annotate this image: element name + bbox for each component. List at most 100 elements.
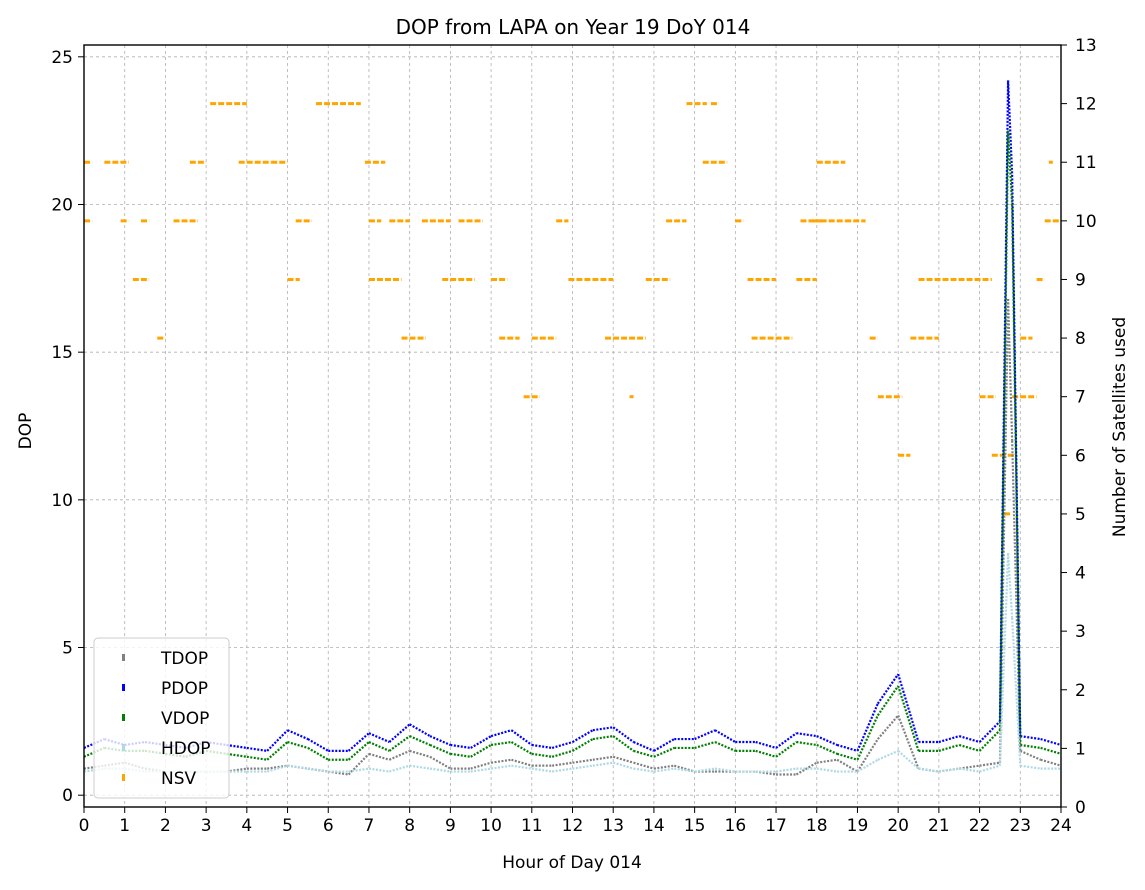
x-tick-label: 20: [887, 816, 909, 836]
hdop-point: [714, 767, 736, 773]
vdop-point: [897, 685, 920, 752]
pdop-legend-marker: [122, 684, 125, 691]
x-tick-label: 24: [1050, 816, 1072, 836]
pdop-point: [307, 738, 329, 752]
x-tick-label: 23: [1009, 816, 1031, 836]
y2-tick-label: 3: [1075, 622, 1086, 642]
grid: [83, 45, 1062, 807]
hdop-point: [979, 764, 1001, 773]
vdop-point: [836, 752, 858, 761]
hdop-legend-label: HDOP: [161, 739, 211, 759]
y-tick-label: 20: [51, 195, 73, 215]
tdop-point: [979, 761, 1001, 767]
vdop-point: [531, 752, 553, 758]
vdop-point: [876, 685, 900, 717]
vdop-point: [856, 714, 879, 761]
hdop-point: [959, 767, 980, 773]
x-tick-label: 17: [765, 816, 787, 836]
vdop-point: [978, 729, 1001, 752]
nsv-legend-marker: [122, 774, 125, 781]
vdop-point: [938, 743, 960, 752]
legend-box: [93, 637, 230, 799]
tdop-point: [511, 758, 533, 767]
pdop-point: [531, 743, 553, 750]
tdop-point: [959, 764, 980, 770]
vdop-point: [714, 741, 736, 752]
pdop-point: [1011, 174, 1022, 737]
vdop-point: [368, 741, 390, 752]
pdop-point: [1020, 735, 1041, 741]
vdop-point: [450, 752, 471, 758]
y2-tick-label: 7: [1075, 388, 1086, 408]
pdop-point: [1040, 738, 1062, 747]
tdop-point: [368, 752, 390, 761]
vdop-point: [388, 735, 411, 752]
hdop-point: [938, 767, 960, 773]
tdop-point: [226, 767, 247, 773]
vdop-point: [470, 744, 492, 758]
tdop-point: [633, 761, 655, 770]
y-axis-left: 0 5 10 15 20 25: [51, 48, 84, 806]
x-tick-label: 18: [806, 816, 828, 836]
vdop-point: [592, 735, 614, 741]
tdop-point: [876, 714, 900, 740]
x-tick-label: 6: [323, 816, 334, 836]
x-axis-title: Hour of Day 014: [502, 853, 642, 873]
tdop-point: [592, 755, 614, 761]
hdop-point: [633, 767, 655, 773]
vdop-point: [775, 741, 798, 758]
pdop-point: [287, 729, 309, 741]
tdop-point: [551, 761, 573, 767]
tdop-point: [307, 767, 329, 773]
hdop-point: [572, 764, 594, 770]
hdop-point: [266, 764, 288, 773]
tdop-point: [918, 767, 940, 773]
pdop-point: [694, 729, 716, 741]
hdop-point: [389, 764, 410, 773]
vdop-point: [347, 741, 370, 761]
y-tick-label: 10: [51, 491, 73, 511]
x-tick-label: 21: [928, 816, 950, 836]
vdop-point: [1040, 746, 1062, 755]
x-tick-label: 14: [643, 816, 665, 836]
x-tick-label: 19: [847, 816, 869, 836]
vdop-legend-label: VDOP: [161, 709, 209, 729]
vdop-point: [429, 743, 451, 755]
pdop-point: [409, 723, 431, 738]
tdop-point: [409, 749, 431, 758]
hdop-point: [1006, 552, 1014, 619]
y2-tick-label: 1: [1075, 739, 1086, 759]
hdop-point: [856, 758, 879, 773]
pdop-point: [388, 723, 411, 743]
pdop-point: [653, 738, 675, 752]
y2-tick-label: 2: [1075, 681, 1086, 701]
x-tick-label: 22: [969, 816, 991, 836]
vdop-point: [633, 749, 655, 758]
x-tick-label: 10: [480, 816, 502, 836]
hdop-point: [612, 761, 634, 770]
y2-tick-label: 10: [1075, 212, 1097, 232]
vdop-point: [653, 746, 675, 758]
pdop-point: [510, 729, 533, 746]
x-tick-label: 4: [241, 816, 252, 836]
pdop-point: [450, 743, 471, 750]
vdop-point: [226, 752, 247, 758]
tdop-point: [673, 764, 695, 773]
pdop-point: [755, 740, 777, 749]
tdop-point: [287, 764, 309, 770]
vdop-point: [266, 741, 289, 761]
y2-tick-label: 13: [1075, 36, 1097, 56]
vdop-point: [551, 749, 573, 758]
tdop-point: [429, 755, 451, 770]
hdop-point: [897, 750, 920, 770]
vdop-point: [246, 755, 268, 761]
vdop-point: [958, 743, 980, 752]
plot-area: [83, 80, 1062, 776]
y2-tick-label: 9: [1075, 270, 1086, 290]
pdop-point: [470, 735, 492, 749]
tdop-legend-marker: [122, 654, 125, 661]
pdop-point: [856, 703, 879, 752]
